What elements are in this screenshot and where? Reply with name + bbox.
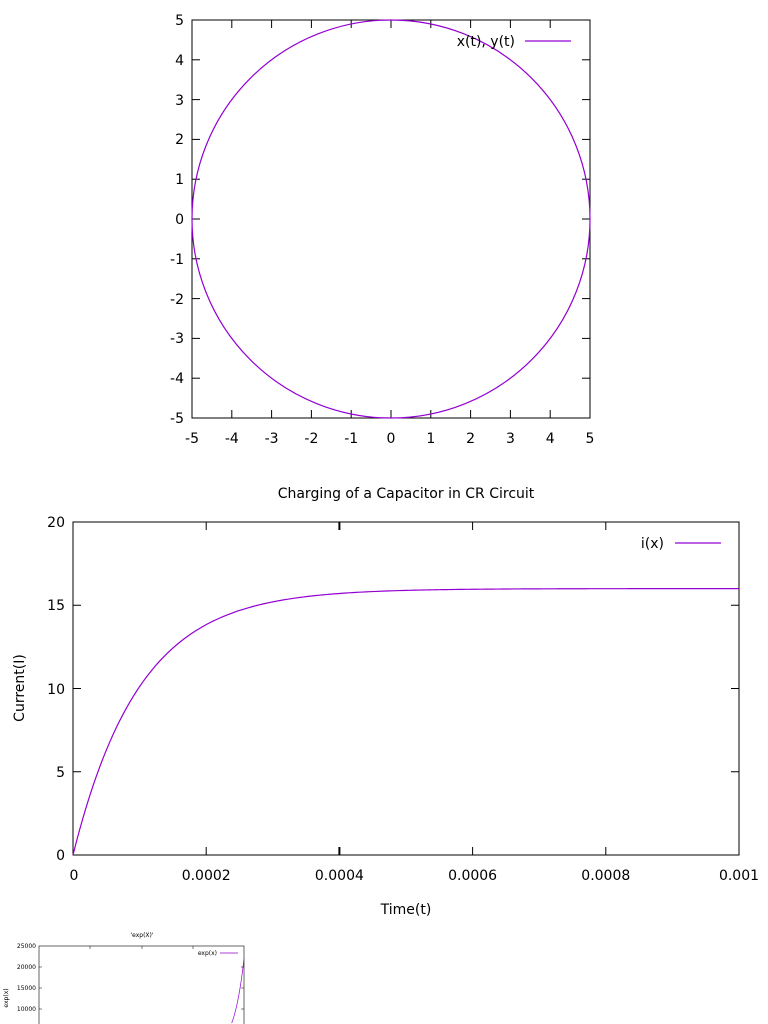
plot1-frame [191,19,591,419]
y-tick-label: 15 [47,598,65,614]
x-tick-label: 0.0008 [581,868,630,884]
x-tick-label: -3 [265,431,279,447]
y-tick-label: 5 [175,13,184,29]
x-tick-label: 0.0002 [182,868,231,884]
y-tick-label: 15000 [17,985,36,992]
y-tick-label: 10 [47,682,65,698]
x-tick-label: -1 [344,431,358,447]
x-tick-label: 0.001 [719,868,759,884]
plot3-ticks [39,946,244,1010]
y-tick-label: 0 [175,212,184,228]
plot2-x-labels: 0 0.0002 0.0004 0.0006 0.0008 0.001 [70,868,760,884]
plot3-y-labels: 25000 20000 15000 10000 [17,943,36,1013]
y-tick-label: -1 [170,252,184,268]
exp-plot: 'exp(X)' 25000 20000 15000 10000 exp(x) … [3,932,245,1024]
plot1-x-labels: -5 -4 -3 -2 -1 0 1 2 3 4 5 [185,431,594,447]
y-tick-label: 2 [175,132,184,148]
y-tick-label: 10000 [17,1006,36,1013]
legend-label: i(x) [641,536,664,552]
plot3-legend: exp(x) [198,950,238,957]
capacitor-plot: Charging of a Capacitor in CR Circuit 20… [12,486,759,918]
x-tick-label: 3 [506,431,515,447]
plot2-y-labels: 20 15 10 5 0 [47,515,65,864]
exp-series-line [231,958,245,1024]
plot1-legend: x(t), y(t) [457,34,571,50]
circle-plot: 5 4 3 2 1 0 -1 -2 -3 -4 -5 -5 -4 -3 -2 -… [170,13,594,447]
plot2-title: Charging of a Capacitor in CR Circuit [278,486,535,502]
x-tick-label: -5 [185,431,199,447]
plot1-x-ticks [231,20,551,418]
y-tick-label: -5 [170,411,184,427]
y-tick-label: -3 [170,331,184,347]
x-tick-label: 0 [70,868,79,884]
x-tick-label: 0.0006 [448,868,497,884]
x-tick-label: 0.0004 [315,868,364,884]
plot1-y-ticks [192,59,590,379]
plot3-frame [38,945,245,1024]
y-tick-label: -2 [170,292,184,308]
current-series-line [72,588,739,856]
y-tick-label: 1 [175,172,184,188]
plot2-frame [72,521,740,856]
y-tick-label: 20000 [17,964,36,971]
y-tick-label: 3 [175,93,184,109]
y-tick-label: 0 [56,848,65,864]
x-tick-label: 5 [586,431,595,447]
x-tick-label: 2 [466,431,475,447]
x-tick-label: 0 [387,431,396,447]
x-tick-label: -4 [225,431,239,447]
plot3-y-axis-label: exp(x) [3,988,10,1007]
x-tick-label: 1 [426,431,435,447]
x-tick-label: 4 [546,431,555,447]
legend-label: x(t), y(t) [457,34,515,50]
plot2-legend: i(x) [641,536,721,552]
plot2-x-ticks [205,522,607,855]
plot2-y-ticks [73,604,739,773]
plot2-x-axis-label: Time(t) [380,902,432,918]
circle-series-line [191,19,591,419]
plot2-y-axis-label: Current(I) [12,654,28,722]
y-tick-label: 20 [47,515,65,531]
y-tick-label: 5 [56,765,65,781]
plot3-title: 'exp(X)' [130,932,153,939]
y-tick-label: 4 [175,53,184,69]
y-tick-label: 25000 [17,943,36,950]
legend-label: exp(x) [198,950,217,957]
y-tick-label: -4 [170,371,184,387]
x-tick-label: -2 [304,431,318,447]
plot1-y-labels: 5 4 3 2 1 0 -1 -2 -3 -4 -5 [170,13,184,427]
